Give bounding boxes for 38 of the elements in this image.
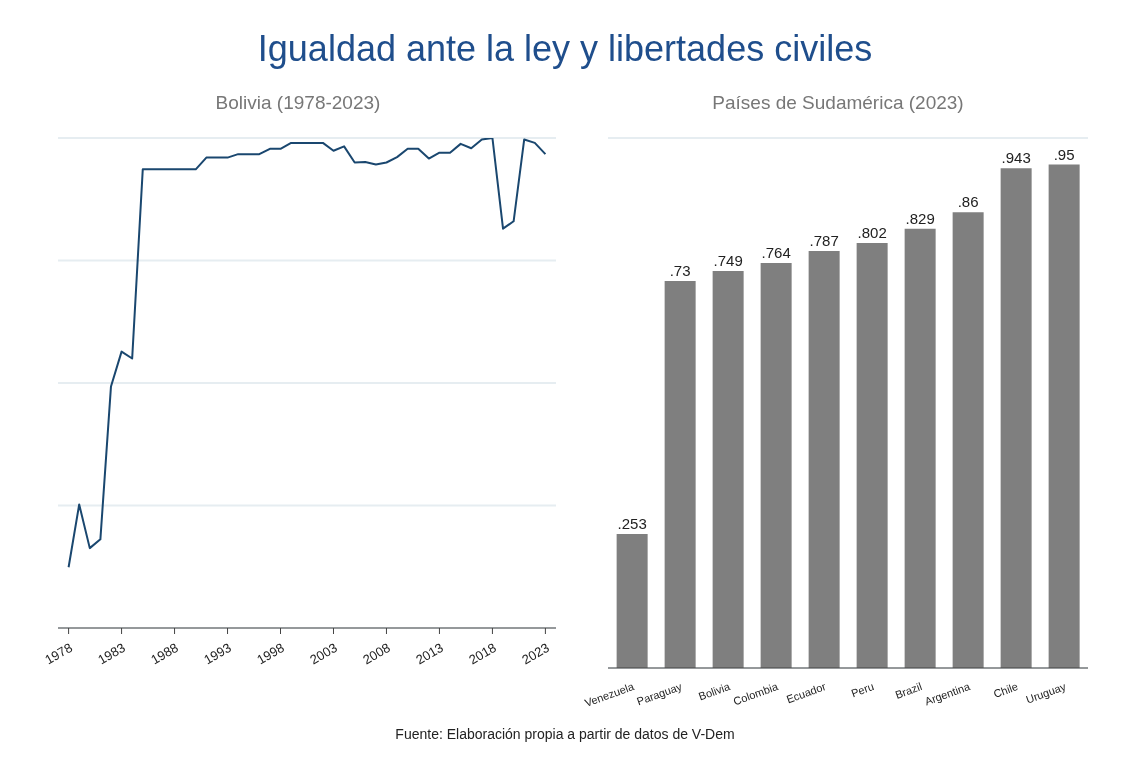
data-label: .749 — [713, 252, 743, 270]
x-tick-label: Chile — [991, 680, 1020, 700]
bar — [904, 228, 936, 668]
data-label: .829 — [905, 209, 935, 227]
bar — [712, 271, 744, 668]
source-note: Fuente: Elaboración propia a partir de datos de V-Dem — [394, 726, 736, 742]
chart-subtitle: Bolivia (1978-2023) — [214, 92, 382, 115]
x-tick-label: 2008 — [360, 639, 393, 668]
x-tick-label: 2018 — [466, 639, 499, 668]
x-tick-label: 2003 — [307, 639, 340, 668]
x-tick-label: 1988 — [148, 639, 181, 668]
bar — [760, 263, 792, 668]
data-label: .943 — [1001, 149, 1031, 167]
bar — [808, 250, 840, 668]
data-label: .253 — [617, 514, 647, 532]
bar — [1000, 168, 1032, 668]
bar — [1048, 164, 1080, 668]
data-label: .95 — [1053, 145, 1075, 163]
x-tick-label: Peru — [849, 680, 876, 700]
x-tick-label: 1983 — [95, 639, 128, 668]
bar — [664, 281, 696, 668]
x-tick-label: 2013 — [413, 639, 446, 668]
x-tick-label: 1978 — [42, 639, 75, 668]
data-label: .802 — [857, 223, 887, 241]
bar — [856, 242, 888, 668]
chart-title: Países de Sudamérica (2023) — [711, 92, 965, 115]
x-tick-label: 1998 — [254, 639, 287, 668]
bar — [616, 533, 648, 668]
x-tick-label: Bolivia — [696, 679, 733, 703]
x-tick-label: 2023 — [519, 639, 552, 668]
data-label: .787 — [809, 231, 839, 249]
bar — [952, 212, 984, 668]
data-label: .86 — [957, 193, 979, 211]
data-label: .764 — [761, 244, 791, 262]
data-label: .73 — [669, 262, 691, 280]
x-tick-label: 1993 — [201, 639, 234, 668]
x-tick-label: Brazil — [893, 680, 924, 701]
chart-title: Igualdad ante la ley y libertades civiles — [256, 28, 874, 70]
